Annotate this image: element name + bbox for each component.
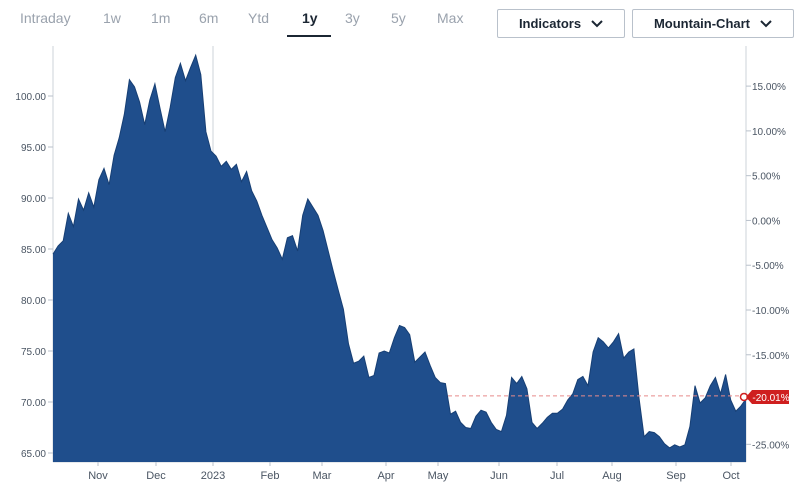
current-change-badge: -20.01% bbox=[739, 389, 790, 404]
pct-tick-label: 15.00% bbox=[752, 82, 786, 93]
y-tick-label: 80.00 bbox=[21, 296, 46, 307]
tab-3y[interactable]: 3y bbox=[345, 10, 360, 26]
pct-tick-label: 0.00% bbox=[752, 216, 780, 227]
pct-tick-label: -5.00% bbox=[752, 261, 784, 272]
active-tab-underline bbox=[287, 35, 331, 37]
y-tick-label: 65.00 bbox=[21, 449, 46, 460]
indicators-label: Indicators bbox=[518, 16, 582, 31]
chevron-down-icon bbox=[591, 19, 603, 27]
pct-tick-label: 5.00% bbox=[752, 172, 780, 183]
chart-type-label: Mountain-Chart bbox=[653, 16, 751, 31]
change-badge-text: -20.01% bbox=[752, 393, 789, 404]
chart-type-dropdown[interactable]: Mountain-Chart bbox=[632, 9, 794, 38]
x-tick-label: Jul bbox=[550, 470, 564, 482]
mountain-chart[interactable]: 100.00 95.00 90.00 85.00 80.00 75.00 70.00 65.0… bbox=[0, 40, 800, 493]
tab-1w[interactable]: 1w bbox=[103, 10, 121, 26]
x-tick-label: Oct bbox=[722, 470, 739, 482]
chevron-down-icon bbox=[760, 19, 772, 27]
y-tick-label: 90.00 bbox=[21, 194, 46, 205]
tab-1m[interactable]: 1m bbox=[151, 10, 171, 26]
pct-tick-label: -15.00% bbox=[752, 351, 789, 362]
x-tick-label: Apr bbox=[377, 470, 394, 482]
change-badge-bg bbox=[746, 389, 789, 404]
y-tick-label: 95.00 bbox=[21, 143, 46, 154]
price-area bbox=[53, 55, 746, 462]
pct-tick-label: -25.00% bbox=[752, 440, 789, 451]
x-tick-label: Mar bbox=[313, 470, 332, 482]
x-tick-label: Nov bbox=[88, 470, 108, 482]
indicators-dropdown[interactable]: Indicators bbox=[497, 9, 625, 38]
pct-tick-label: 10.00% bbox=[752, 127, 786, 138]
tab-5y[interactable]: 5y bbox=[391, 10, 406, 26]
y-tick-label: 70.00 bbox=[21, 398, 46, 409]
x-tick-label: Aug bbox=[602, 470, 622, 482]
pct-tick-label: -10.00% bbox=[752, 306, 789, 317]
tab-6m[interactable]: 6m bbox=[199, 10, 219, 26]
tab-ytd[interactable]: Ytd bbox=[248, 10, 270, 26]
x-tick-label: Jun bbox=[490, 470, 508, 482]
x-tick-label: Dec bbox=[146, 470, 166, 482]
x-tick-label: 2023 bbox=[201, 470, 225, 482]
tab-intraday[interactable]: Intraday bbox=[20, 10, 71, 26]
y-tick-label: 85.00 bbox=[21, 245, 46, 256]
price-line bbox=[52, 53, 747, 449]
x-tick-label: Feb bbox=[261, 470, 280, 482]
tab-max[interactable]: Max bbox=[437, 10, 464, 26]
y-tick-label: 100.00 bbox=[15, 92, 46, 103]
x-tick-label: Sep bbox=[666, 470, 686, 482]
x-tick-label: May bbox=[428, 470, 449, 482]
tab-1y[interactable]: 1y bbox=[302, 10, 318, 26]
y-tick-label: 75.00 bbox=[21, 347, 46, 358]
